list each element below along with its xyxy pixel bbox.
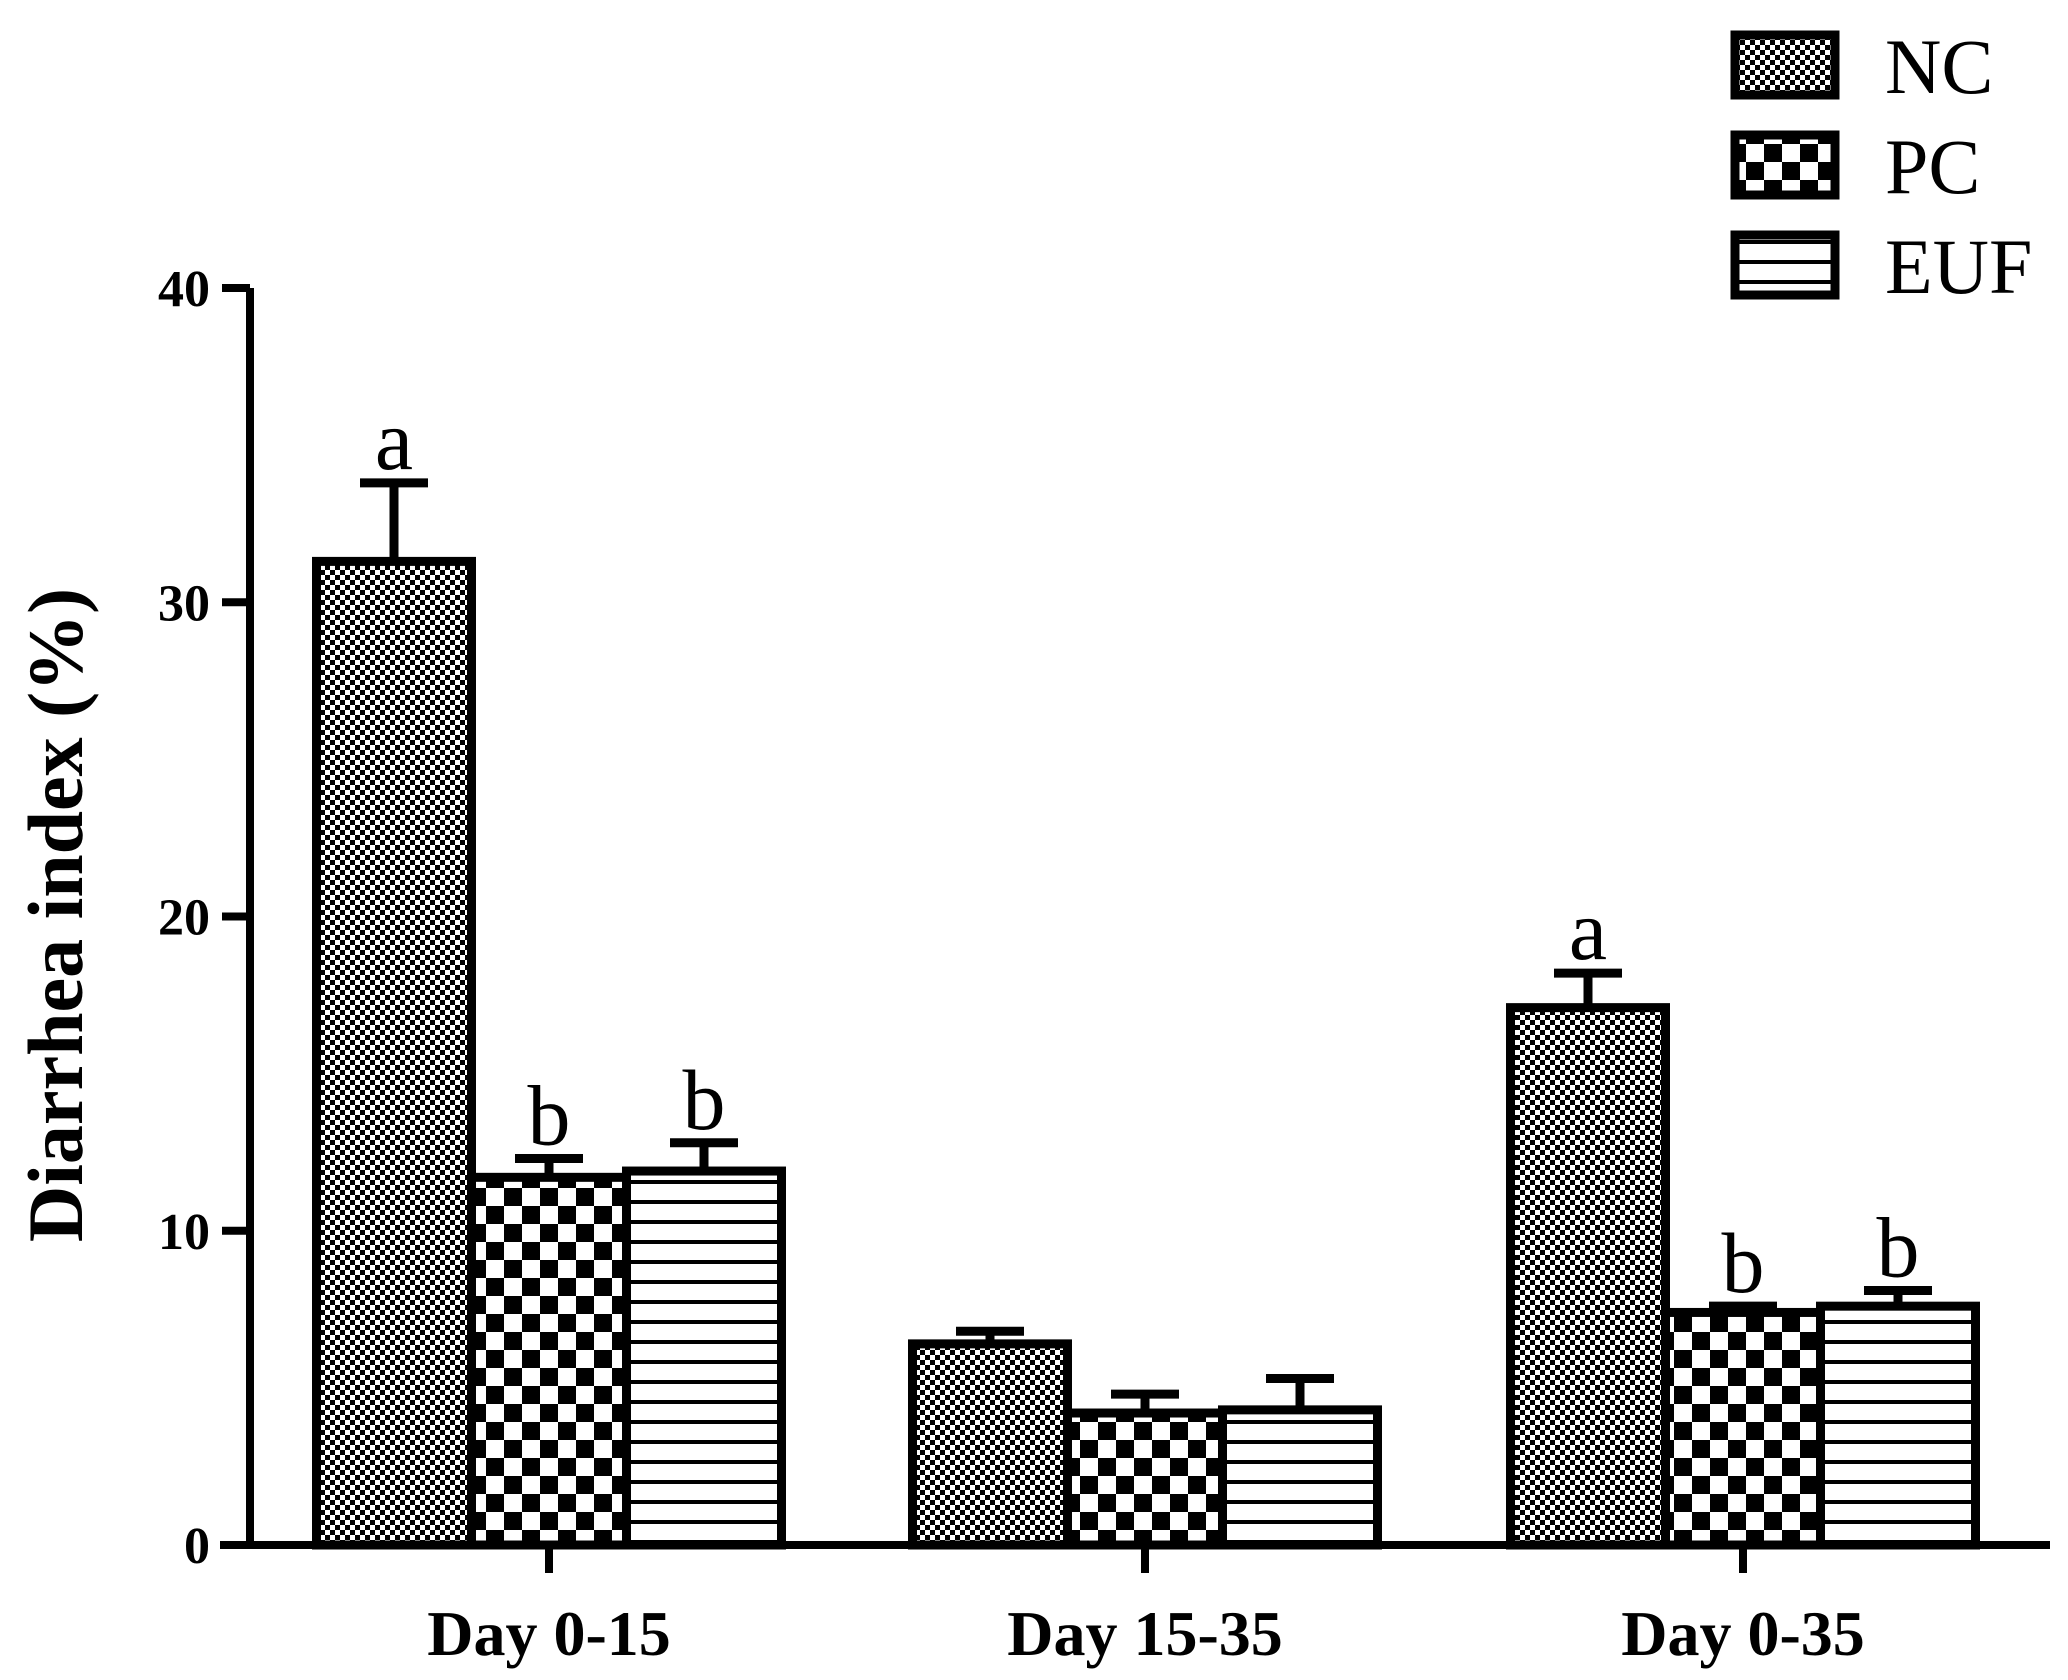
bar: [312, 556, 476, 1550]
y-tick-label: 20: [158, 890, 210, 947]
bar: [1506, 1003, 1670, 1550]
legend-label: NC: [1885, 23, 1993, 110]
legend-swatch: [1730, 130, 1840, 200]
significance-label: a: [375, 392, 413, 488]
y-axis-label: Diarrhea index (%): [12, 588, 99, 1242]
bar: [467, 1172, 631, 1550]
y-tick-label: 30: [158, 575, 210, 632]
y-tick-label: 0: [184, 1518, 210, 1575]
bar: [622, 1166, 786, 1550]
significance-label: b: [1722, 1215, 1765, 1311]
legend-label: EUF: [1885, 223, 2032, 310]
y-tick-label: 10: [158, 1204, 210, 1261]
bar: [908, 1339, 1072, 1550]
bar: [1661, 1307, 1825, 1550]
bar: [1063, 1408, 1227, 1550]
legend-swatch: [1730, 30, 1840, 100]
bars: a a b b b b: [312, 392, 1980, 1550]
legend-label: PC: [1885, 123, 1980, 210]
legend-item: NC: [1730, 23, 1993, 110]
bar: [1816, 1301, 1980, 1550]
y-tick-label: 40: [158, 261, 210, 318]
bar: [1218, 1405, 1382, 1550]
legend-item: EUF: [1730, 223, 2032, 310]
legend: NC PC EUF: [1730, 23, 2032, 310]
x-tick-label: Day 0-35: [1621, 1598, 1865, 1669]
legend-swatch: [1730, 230, 1840, 300]
x-tick-label: Day 15-35: [1007, 1598, 1283, 1669]
legend-item: PC: [1730, 123, 1980, 210]
significance-label: b: [683, 1052, 726, 1148]
significance-label: a: [1569, 882, 1607, 978]
significance-label: b: [528, 1067, 571, 1163]
significance-label: b: [1877, 1199, 1920, 1295]
x-tick-label: Day 0-15: [427, 1598, 671, 1669]
